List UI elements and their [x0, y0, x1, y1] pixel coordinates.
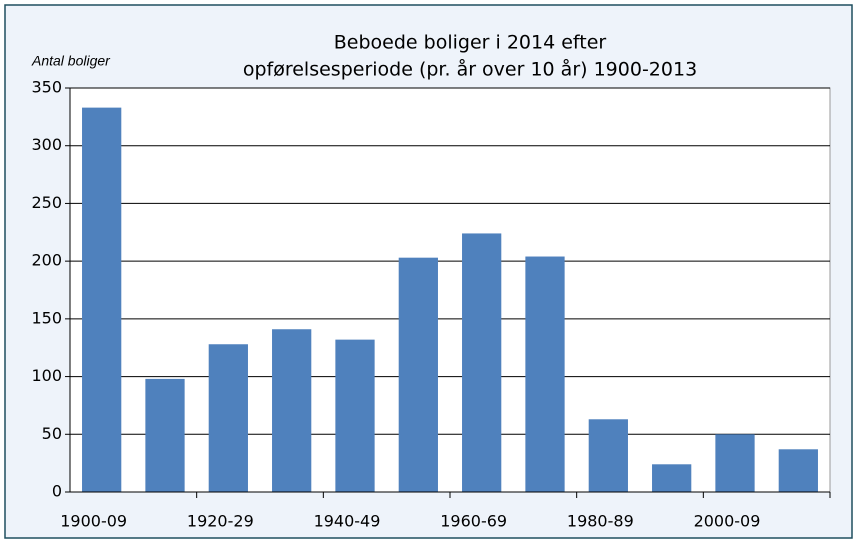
x-tick-label: 1960-69 — [440, 512, 507, 531]
x-tick-label: 1920-29 — [187, 512, 254, 531]
y-tick-label: 200 — [31, 251, 62, 270]
plot-area — [69, 87, 831, 493]
y-tick-label: 350 — [31, 78, 62, 97]
bar — [335, 339, 375, 492]
y-tick-label: 300 — [31, 135, 62, 154]
bar — [82, 107, 122, 492]
bar — [145, 378, 185, 492]
y-tick-label: 0 — [52, 482, 62, 501]
x-tick-label: 1900-09 — [60, 512, 127, 531]
bar — [588, 419, 628, 492]
y-axis-label: Antal boliger — [31, 53, 111, 69]
chart-title: opførelsesperiode (pr. år over 10 år) 19… — [243, 58, 697, 81]
bar — [715, 434, 755, 492]
bar — [398, 257, 438, 492]
y-tick-label: 250 — [31, 193, 62, 212]
y-tick-label: 50 — [42, 424, 62, 443]
x-tick-label: 2000-09 — [694, 512, 761, 531]
bar — [778, 449, 818, 492]
bar — [525, 256, 565, 492]
bar — [208, 344, 248, 492]
bar — [462, 233, 502, 492]
y-tick-label: 100 — [31, 366, 62, 385]
chart-title: Beboede boliger i 2014 efter — [334, 32, 607, 54]
x-tick-label: 1940-49 — [314, 512, 381, 531]
y-tick-label: 150 — [31, 308, 62, 327]
bar — [652, 464, 692, 492]
bar — [272, 329, 312, 492]
x-tick-label: 1980-89 — [567, 512, 634, 531]
